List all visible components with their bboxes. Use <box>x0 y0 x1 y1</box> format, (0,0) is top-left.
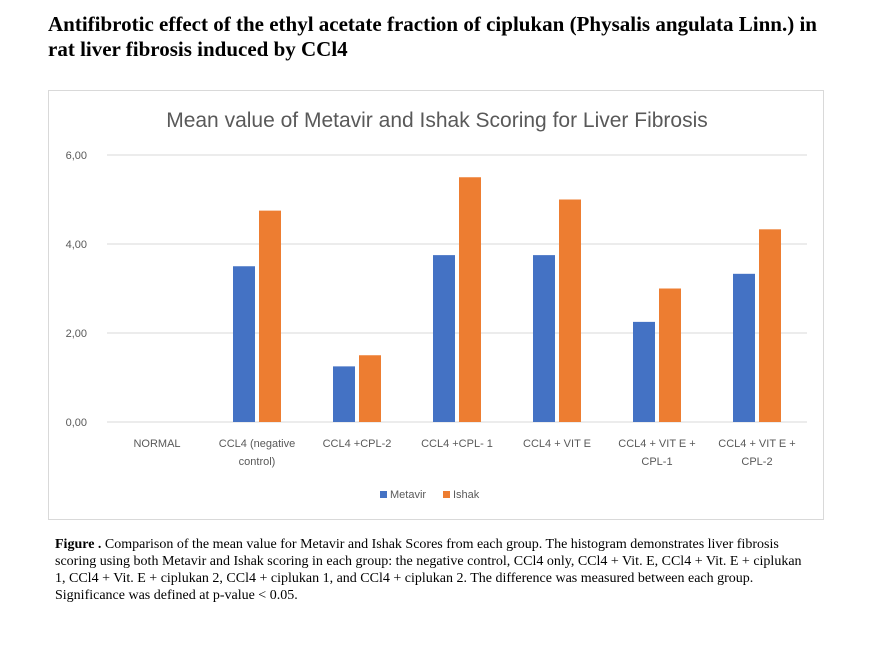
x-category-label: CCL4 +CPL-2 <box>323 438 392 450</box>
x-category-label: CPL-1 <box>641 456 672 468</box>
bar-ishak-3 <box>459 177 481 422</box>
bar-metavir-3 <box>433 255 455 422</box>
figure-caption: Figure . Comparison of the mean value fo… <box>55 536 805 604</box>
x-category-label: NORMAL <box>133 438 180 450</box>
legend-label-metavir: Metavir <box>390 489 426 501</box>
chart-container: Mean value of Metavir and Ishak Scoring … <box>48 90 824 520</box>
bar-metavir-1 <box>233 266 255 422</box>
bar-ishak-6 <box>759 229 781 422</box>
bar-metavir-2 <box>333 366 355 422</box>
y-tick-label: 6,00 <box>66 150 87 162</box>
chart-title: Mean value of Metavir and Ishak Scoring … <box>166 109 708 132</box>
legend-label-ishak: Ishak <box>453 489 480 501</box>
bar-metavir-5 <box>633 321 655 422</box>
bar-ishak-5 <box>659 288 681 422</box>
bar-ishak-1 <box>259 210 281 422</box>
caption-label: Figure . <box>55 537 102 552</box>
bar-ishak-2 <box>359 355 381 422</box>
x-category-label: CCL4 + VIT E + <box>718 438 795 450</box>
x-category-label: CPL-2 <box>741 456 772 468</box>
caption-text: Comparison of the mean value for Metavir… <box>55 537 802 603</box>
x-category-label: control) <box>239 456 276 468</box>
x-category-label: CCL4 + VIT E + <box>618 438 695 450</box>
page-title: Antifibrotic effect of the ethyl acetate… <box>48 12 817 61</box>
x-category-label: CCL4 +CPL- 1 <box>421 438 493 450</box>
legend-swatch-ishak <box>443 491 450 498</box>
bar-metavir-6 <box>733 273 755 422</box>
y-tick-label: 2,00 <box>66 328 87 340</box>
bar-ishak-4 <box>559 199 581 422</box>
x-category-label: CCL4 + VIT E <box>523 438 591 450</box>
y-tick-label: 0,00 <box>66 417 87 429</box>
legend-swatch-metavir <box>380 491 387 498</box>
bar-metavir-4 <box>533 255 555 422</box>
bar-chart: Mean value of Metavir and Ishak Scoring … <box>66 109 807 501</box>
x-category-label: CCL4 (negative <box>219 438 295 450</box>
y-tick-label: 4,00 <box>66 239 87 251</box>
